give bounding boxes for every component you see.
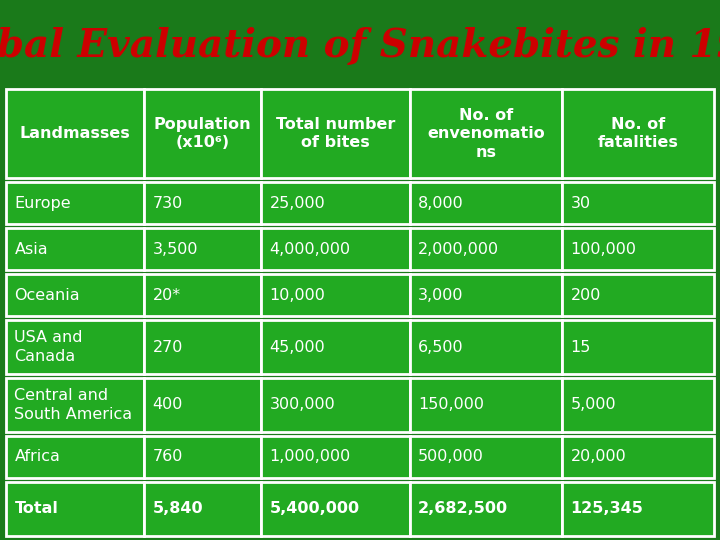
Bar: [562, 436, 714, 478]
Bar: [6, 320, 144, 374]
Text: 2,682,500: 2,682,500: [418, 501, 508, 516]
Text: Global Evaluation of Snakebites in 1998: Global Evaluation of Snakebites in 1998: [0, 27, 720, 65]
Text: 200: 200: [570, 288, 601, 303]
Bar: [144, 274, 261, 316]
Text: 20,000: 20,000: [570, 449, 626, 464]
Bar: [261, 436, 410, 478]
Text: Asia: Asia: [14, 242, 48, 256]
Bar: [562, 320, 714, 374]
Bar: [410, 182, 562, 224]
Bar: [562, 378, 714, 432]
Bar: [6, 378, 144, 432]
Text: 25,000: 25,000: [269, 195, 325, 211]
Bar: [410, 228, 562, 271]
Bar: [6, 274, 144, 316]
Bar: [410, 378, 562, 432]
Text: 760: 760: [153, 449, 183, 464]
Text: 100,000: 100,000: [570, 242, 636, 256]
Bar: [261, 182, 410, 224]
Text: 15: 15: [570, 340, 591, 355]
Text: Africa: Africa: [14, 449, 60, 464]
Text: 3,500: 3,500: [153, 242, 198, 256]
Bar: [261, 378, 410, 432]
Bar: [6, 89, 144, 178]
Bar: [144, 482, 261, 536]
Text: 20*: 20*: [153, 288, 181, 303]
Bar: [144, 378, 261, 432]
Bar: [6, 182, 144, 224]
Bar: [562, 89, 714, 178]
Text: No. of
fatalities: No. of fatalities: [598, 117, 678, 151]
Bar: [6, 228, 144, 271]
Text: 30: 30: [570, 195, 590, 211]
Bar: [410, 274, 562, 316]
Bar: [144, 89, 261, 178]
Bar: [261, 320, 410, 374]
Text: 125,345: 125,345: [570, 501, 644, 516]
Text: 4,000,000: 4,000,000: [269, 242, 351, 256]
Text: 5,400,000: 5,400,000: [269, 501, 359, 516]
Bar: [6, 436, 144, 478]
Text: 400: 400: [153, 397, 183, 413]
Bar: [261, 482, 410, 536]
Text: Oceania: Oceania: [14, 288, 80, 303]
Bar: [562, 482, 714, 536]
Text: 500,000: 500,000: [418, 449, 484, 464]
Text: 270: 270: [153, 340, 183, 355]
Bar: [261, 274, 410, 316]
Text: 2,000,000: 2,000,000: [418, 242, 500, 256]
Text: 6,500: 6,500: [418, 340, 464, 355]
Text: 5,000: 5,000: [570, 397, 616, 413]
Bar: [261, 89, 410, 178]
Text: Total number
of bites: Total number of bites: [276, 117, 395, 151]
Text: 730: 730: [153, 195, 183, 211]
Bar: [144, 182, 261, 224]
Text: 300,000: 300,000: [269, 397, 336, 413]
Bar: [410, 482, 562, 536]
Text: No. of
envenomatio
ns: No. of envenomatio ns: [427, 107, 544, 160]
Text: Population
(x10⁶): Population (x10⁶): [153, 117, 251, 151]
Text: 10,000: 10,000: [269, 288, 325, 303]
Text: Europe: Europe: [14, 195, 71, 211]
Text: 150,000: 150,000: [418, 397, 485, 413]
Text: 3,000: 3,000: [418, 288, 464, 303]
Bar: [410, 89, 562, 178]
Bar: [410, 320, 562, 374]
Bar: [410, 436, 562, 478]
Bar: [144, 436, 261, 478]
Text: 5,840: 5,840: [153, 501, 203, 516]
Bar: [261, 228, 410, 271]
Text: Total: Total: [14, 501, 58, 516]
Bar: [144, 228, 261, 271]
Text: 8,000: 8,000: [418, 195, 464, 211]
Text: USA and
Canada: USA and Canada: [14, 330, 83, 364]
Bar: [144, 320, 261, 374]
Text: Landmasses: Landmasses: [19, 126, 130, 141]
Bar: [6, 482, 144, 536]
Text: Central and
South America: Central and South America: [14, 388, 132, 422]
Bar: [562, 228, 714, 271]
Bar: [562, 182, 714, 224]
Bar: [562, 274, 714, 316]
Text: 45,000: 45,000: [269, 340, 325, 355]
Text: 1,000,000: 1,000,000: [269, 449, 351, 464]
